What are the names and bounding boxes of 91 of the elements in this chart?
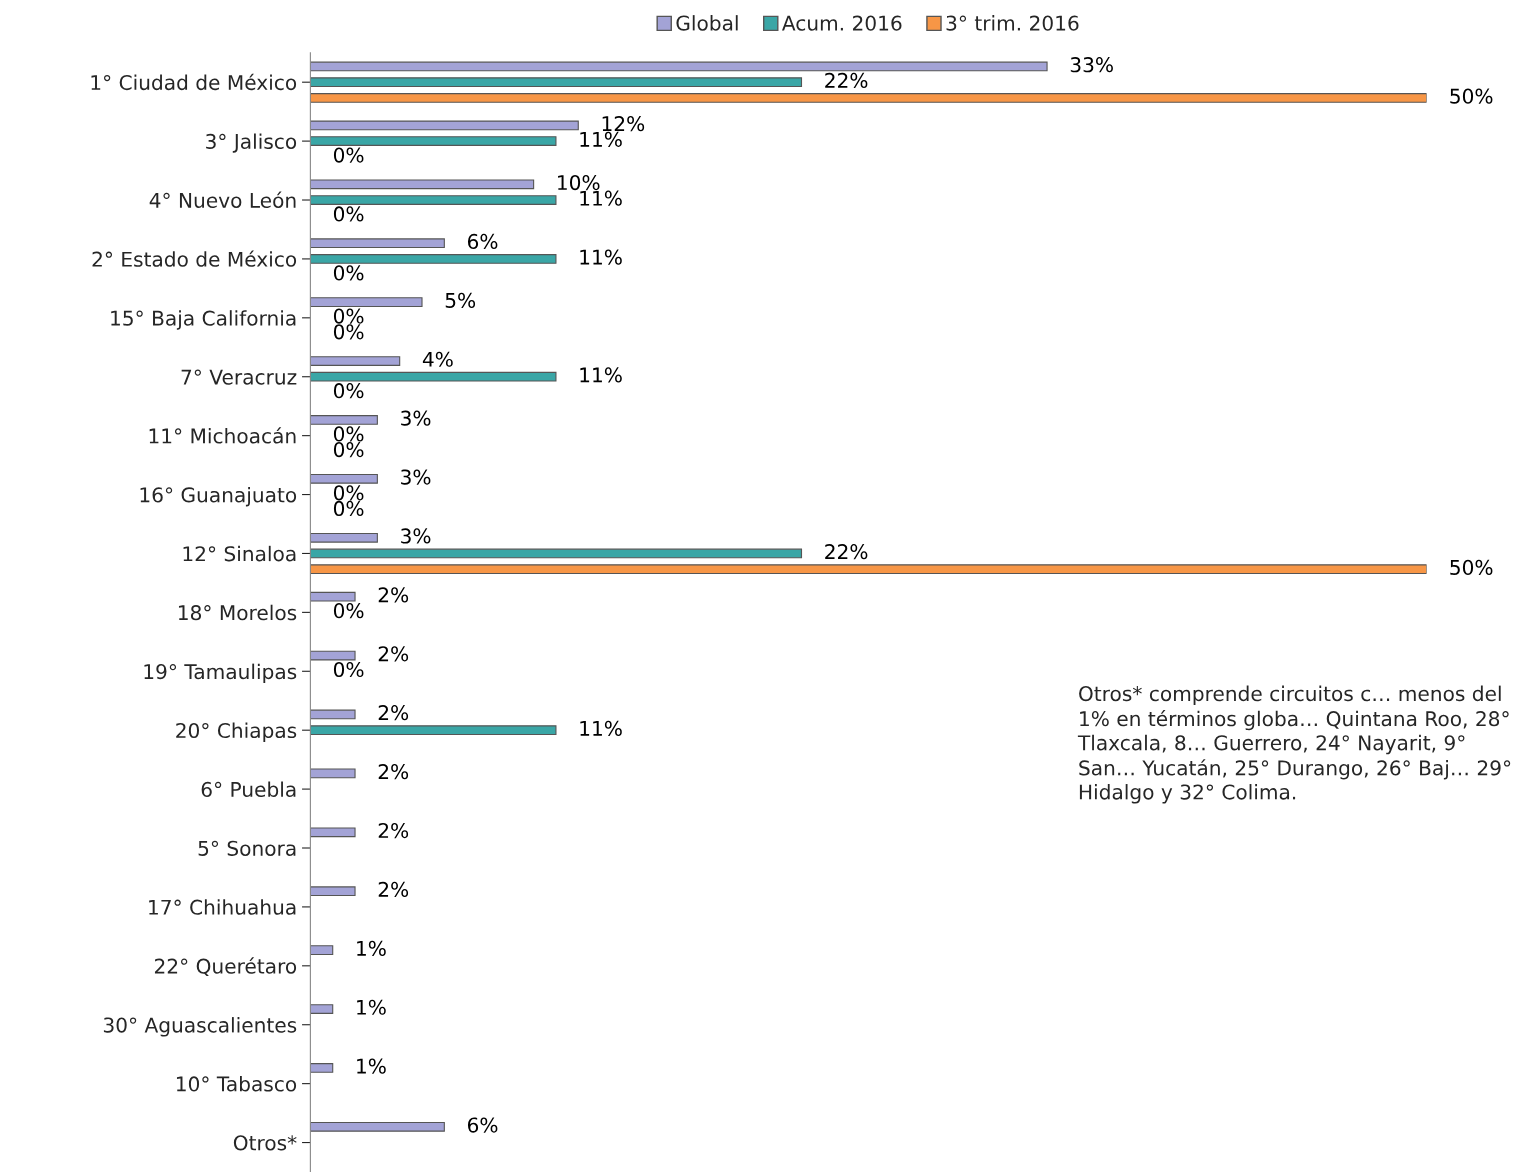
data-label: 10% [558,174,600,191]
data-label: 3% [401,410,431,426]
bar [310,709,356,720]
data-label: 3% [401,469,431,485]
bar [310,564,1427,575]
data-label: 33% [1070,57,1113,73]
data-label: 12% [602,116,645,132]
bar [310,591,356,602]
bar [310,93,1427,103]
bar [310,827,356,838]
y-tick-label: 20° Chiapas [176,722,297,743]
y-tick-label: 5° Sonora [198,840,296,856]
bar [310,532,378,543]
data-label: 50% [1450,88,1493,104]
data-label: 0% [333,324,364,340]
legend-label: Acum. 2016 [781,15,902,31]
y-tick-label: 6° Puebla [201,781,296,798]
y-tick-label: 17° Chihuahua [149,899,296,915]
data-label: 11% [580,249,622,265]
data-label: 2% [378,881,409,898]
data-label: 2% [378,646,409,662]
data-label: 3% [401,528,431,544]
y-tick-label: 2° Estado de México [92,250,297,267]
data-label: 11% [580,367,622,383]
data-label: 5% [445,292,476,308]
data-label: 1% [357,999,386,1015]
bar [310,1121,445,1132]
data-label: 11% [580,720,622,737]
bar [310,61,1048,72]
data-label: 6% [467,233,498,250]
data-label: 22% [825,544,868,560]
bar [310,650,356,661]
bar [310,356,401,366]
y-tick-label: 16° Guanajuato [140,486,297,507]
bar [310,120,579,131]
bar [310,195,557,205]
data-label: 50% [1450,559,1493,576]
bar [310,473,378,484]
data-label: 0% [333,426,364,442]
y-tick-label: 15° Baja California [111,310,296,330]
y-tick-label: 18° Morelos [178,604,297,621]
annotation: Otros* comprende circuitos c… menos del 1% en términos globa… Quintana Roo, 28° Tlaxcala, 8… Guerrero, 24° Nayarit, 9° San… Yucatán, 25° Durango, 26° Baj… 29° Hidalgo y 32° Colima. [1077,685,1511,804]
data-label: 0% [333,265,364,281]
bar [310,415,378,425]
bar [310,238,445,249]
bar [310,297,423,307]
y-tick-label: 1° Ciudad de México [91,73,297,91]
data-label: 1% [357,940,386,956]
legend-label: Global [676,15,738,31]
data-label: 11% [580,131,622,147]
bar [310,254,557,264]
y-tick-label: 19° Tamaulipas [144,663,297,684]
bar [310,725,557,736]
bar [310,1004,334,1014]
y-tick-label: 22° Querétaro [154,957,297,977]
data-label: 0% [333,441,364,458]
data-label: 0% [333,602,364,619]
data-label: 0% [333,485,364,501]
data-label: 1% [357,1058,386,1074]
data-label: 2% [378,705,409,721]
data-label: 0% [333,308,364,324]
bar [310,179,535,190]
bar [310,77,803,88]
data-label: 6% [467,1117,498,1133]
bar [310,945,334,955]
bar [310,371,557,382]
data-label: 0% [333,206,364,222]
y-tick-label: 4° Nuevo León [149,191,296,208]
data-label: 4% [422,351,453,367]
bar [310,768,356,779]
y-tick-label: 7° Veracruz [181,369,297,385]
y-tick-label: 3° Jalisco [206,133,297,153]
data-label: 0% [333,383,364,399]
data-label: 2% [378,764,409,780]
y-tick-label: 12° Sinaloa [183,545,296,562]
bar [310,1063,334,1073]
y-tick-label: Otros* [233,1135,297,1151]
data-label: 11% [580,190,622,206]
data-label: 0% [333,661,364,678]
data-label: 2% [378,587,409,603]
y-tick-label: 11° Michoacán [149,427,296,444]
data-label: 2% [378,822,409,839]
legend-label: 3° trim. 2016 [946,15,1079,31]
data-label: 0% [333,500,364,517]
bar [310,886,356,897]
data-label: 22% [825,72,868,89]
data-label: 0% [333,147,364,163]
y-tick-label: 30° Aguascalientes [103,1017,297,1037]
bar [310,136,557,146]
y-tick-label: 10° Tabasco [176,1075,297,1092]
bar [310,548,803,559]
